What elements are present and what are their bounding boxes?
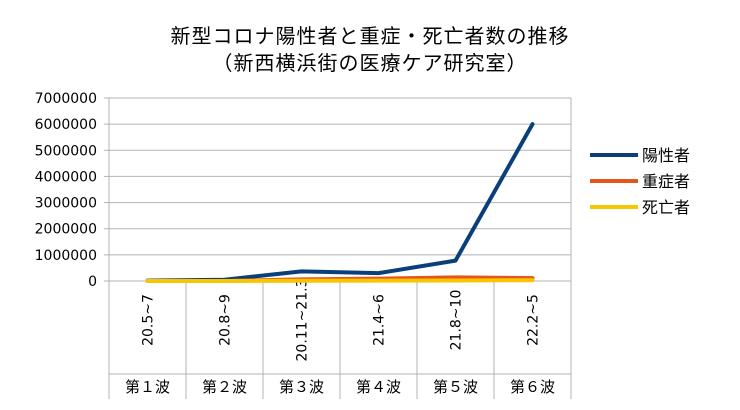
plot-area	[108, 97, 572, 282]
x-category-label: 20.8~9	[218, 294, 234, 346]
x-group-label: 第５波	[433, 378, 478, 396]
y-tick-label: 0	[88, 274, 97, 290]
legend-label: 陽性者	[642, 146, 690, 165]
x-group-label: 第１波	[125, 378, 170, 396]
x-category-label: 22.2~5	[526, 294, 542, 346]
x-group-label: 第２波	[202, 378, 247, 396]
x-category-label: 20.5~7	[141, 294, 157, 346]
x-category-label: 20.11~21.3	[295, 279, 311, 362]
chart-subtitle: （新西横浜街の医療ケア研究室）	[212, 51, 528, 75]
y-tick-label: 7000000	[35, 91, 97, 107]
y-tick-label: 1000000	[35, 248, 97, 264]
x-group-label: 第４波	[356, 378, 401, 396]
legend-label: 重症者	[642, 172, 690, 191]
chart-title: 新型コロナ陽性者と重症・死亡者数の推移	[170, 24, 570, 48]
y-tick-label: 4000000	[35, 169, 97, 185]
x-group-label: 第６波	[510, 378, 555, 396]
x-group-label: 第３波	[279, 378, 324, 396]
x-category-label: 21.4~6	[372, 294, 388, 346]
y-tick-label: 5000000	[35, 143, 97, 159]
series-line-3	[145, 278, 535, 283]
y-tick-label: 3000000	[35, 196, 97, 212]
x-category-label: 21.8~10	[449, 290, 465, 351]
legend-label: 死亡者	[642, 198, 690, 217]
y-tick-label: 6000000	[35, 117, 97, 133]
y-tick-label: 2000000	[35, 222, 97, 238]
